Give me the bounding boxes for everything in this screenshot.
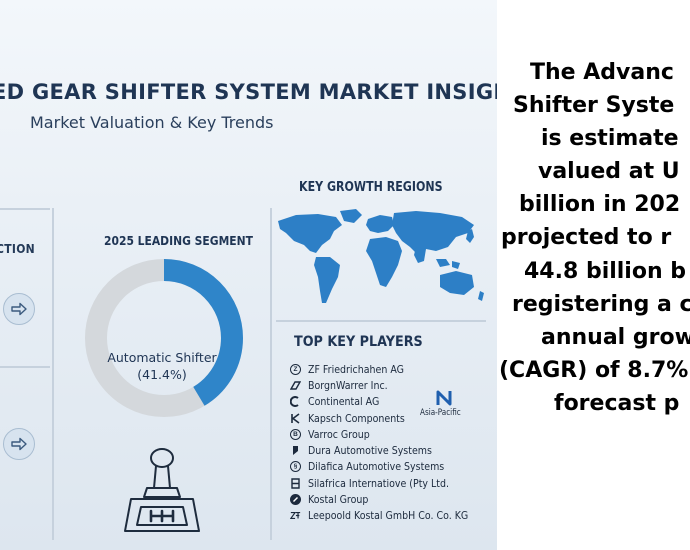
- summary-line: forecast p: [554, 391, 680, 416]
- leading-segment-name: Automatic Shifter: [107, 350, 217, 365]
- player-item: BorgnWarrer Inc.: [290, 377, 494, 393]
- dilafica-logo-icon: §: [290, 461, 301, 473]
- player-name: Kostal Group: [308, 493, 369, 507]
- infographic-panel: ED GEAR SHIFTER SYSTEM MARKET INSIGHTS M…: [0, 0, 497, 550]
- divider-center-vertical: [270, 208, 272, 540]
- world-map-icon: [278, 209, 484, 303]
- summary-line: (CAGR) of 8.7%: [499, 358, 689, 383]
- player-item: § Dilafica Automotive Systems: [290, 459, 494, 475]
- player-item: Leepoold Kostal GmbH Co. Co. KG: [290, 508, 494, 524]
- players-list: Z ZF Friedrichahen AG BorgnWarrer Inc. C…: [290, 361, 494, 524]
- player-name: ZF Friedrichahen AG: [308, 362, 404, 376]
- arrow-right-button-top: [3, 293, 35, 325]
- player-item: Kapsch Components: [290, 410, 494, 426]
- dura-logo-icon: [290, 445, 301, 456]
- leading-segment-heading: 2025 LEADING SEGMENT: [104, 233, 253, 248]
- player-item: Continental AG: [290, 394, 494, 410]
- arrow-right-button-bottom: [3, 428, 35, 460]
- summary-line: The Advanc: [530, 60, 674, 85]
- left-section-label: CTION: [0, 242, 36, 256]
- varroc-logo-icon: B: [290, 428, 301, 440]
- kapsch-logo-icon: [290, 412, 301, 424]
- infographic-title: ED GEAR SHIFTER SYSTEM MARKET INSIGHTS: [0, 80, 497, 104]
- leopold-logo-icon: [290, 510, 301, 521]
- player-name: Varroc Group: [308, 427, 370, 441]
- summary-line: is estimate: [541, 126, 679, 151]
- player-name: Leepoold Kostal GmbH Co. Co. KG: [308, 509, 469, 523]
- player-item: Dura Automotive Systems: [290, 442, 494, 458]
- player-name: Dura Automotive Systems: [308, 444, 432, 458]
- player-name: Continental AG: [308, 395, 380, 409]
- asia-pacific-label: Asia-Pacific: [420, 408, 461, 418]
- summary-line: registering a c: [512, 292, 690, 317]
- divider-left-top: [0, 208, 50, 210]
- players-heading: TOP KEY PLAYERS: [294, 334, 423, 350]
- summary-line: projected to r: [501, 225, 672, 250]
- divider-right-middle: [276, 320, 486, 322]
- asia-pacific-logo-icon: [436, 390, 452, 406]
- leading-segment-donut: [85, 259, 243, 417]
- player-item: Kostal Group: [290, 491, 494, 507]
- player-item: Silafrica Internatiove (Pty Ltd.: [290, 475, 494, 491]
- leading-segment-text: Automatic Shifter (41.4%): [92, 349, 232, 383]
- infographic-subtitle: Market Valuation & Key Trends: [30, 113, 274, 132]
- summary-line: valued at U: [538, 159, 680, 184]
- zf-logo-icon: Z: [290, 363, 301, 375]
- donut-segment: [85, 259, 243, 417]
- summary-line: 44.8 billion b: [524, 259, 687, 284]
- summary-line: Shifter Syste: [513, 93, 675, 118]
- silafrica-logo-icon: [290, 478, 301, 489]
- continental-logo-icon: [290, 396, 301, 408]
- player-name: Kapsch Components: [308, 411, 405, 425]
- gear-shifter-icon: [124, 448, 200, 532]
- player-item: B Varroc Group: [290, 426, 494, 442]
- player-item: Z ZF Friedrichahen AG: [290, 361, 494, 377]
- player-name: BorgnWarrer Inc.: [308, 378, 388, 392]
- regions-heading: KEY GROWTH REGIONS: [299, 180, 443, 195]
- summary-line: billion in 202: [519, 192, 681, 217]
- arrow-right-icon: [11, 437, 27, 451]
- leading-segment-share: (41.4%): [137, 367, 187, 382]
- divider-left-vertical: [52, 208, 54, 540]
- kostal-logo-icon: [290, 494, 301, 506]
- arrow-right-icon: [11, 302, 27, 316]
- summary-line: annual grow: [541, 325, 690, 350]
- player-name: Dilafica Automotive Systems: [308, 460, 445, 474]
- player-name: Silafrica Internatiove (Pty Ltd.: [308, 476, 449, 490]
- borgwarner-logo-icon: [290, 380, 301, 391]
- divider-left-middle: [0, 366, 50, 368]
